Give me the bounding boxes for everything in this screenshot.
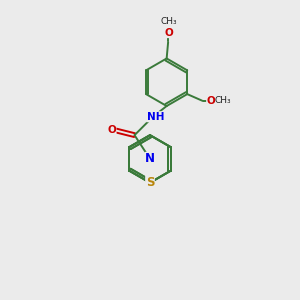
Text: S: S: [146, 176, 154, 189]
Text: O: O: [207, 96, 215, 106]
Text: O: O: [164, 28, 173, 38]
Text: O: O: [107, 125, 116, 135]
Text: CH₃: CH₃: [214, 96, 231, 105]
Text: CH₃: CH₃: [160, 17, 177, 26]
Text: NH: NH: [147, 112, 164, 122]
Text: N: N: [145, 152, 155, 165]
